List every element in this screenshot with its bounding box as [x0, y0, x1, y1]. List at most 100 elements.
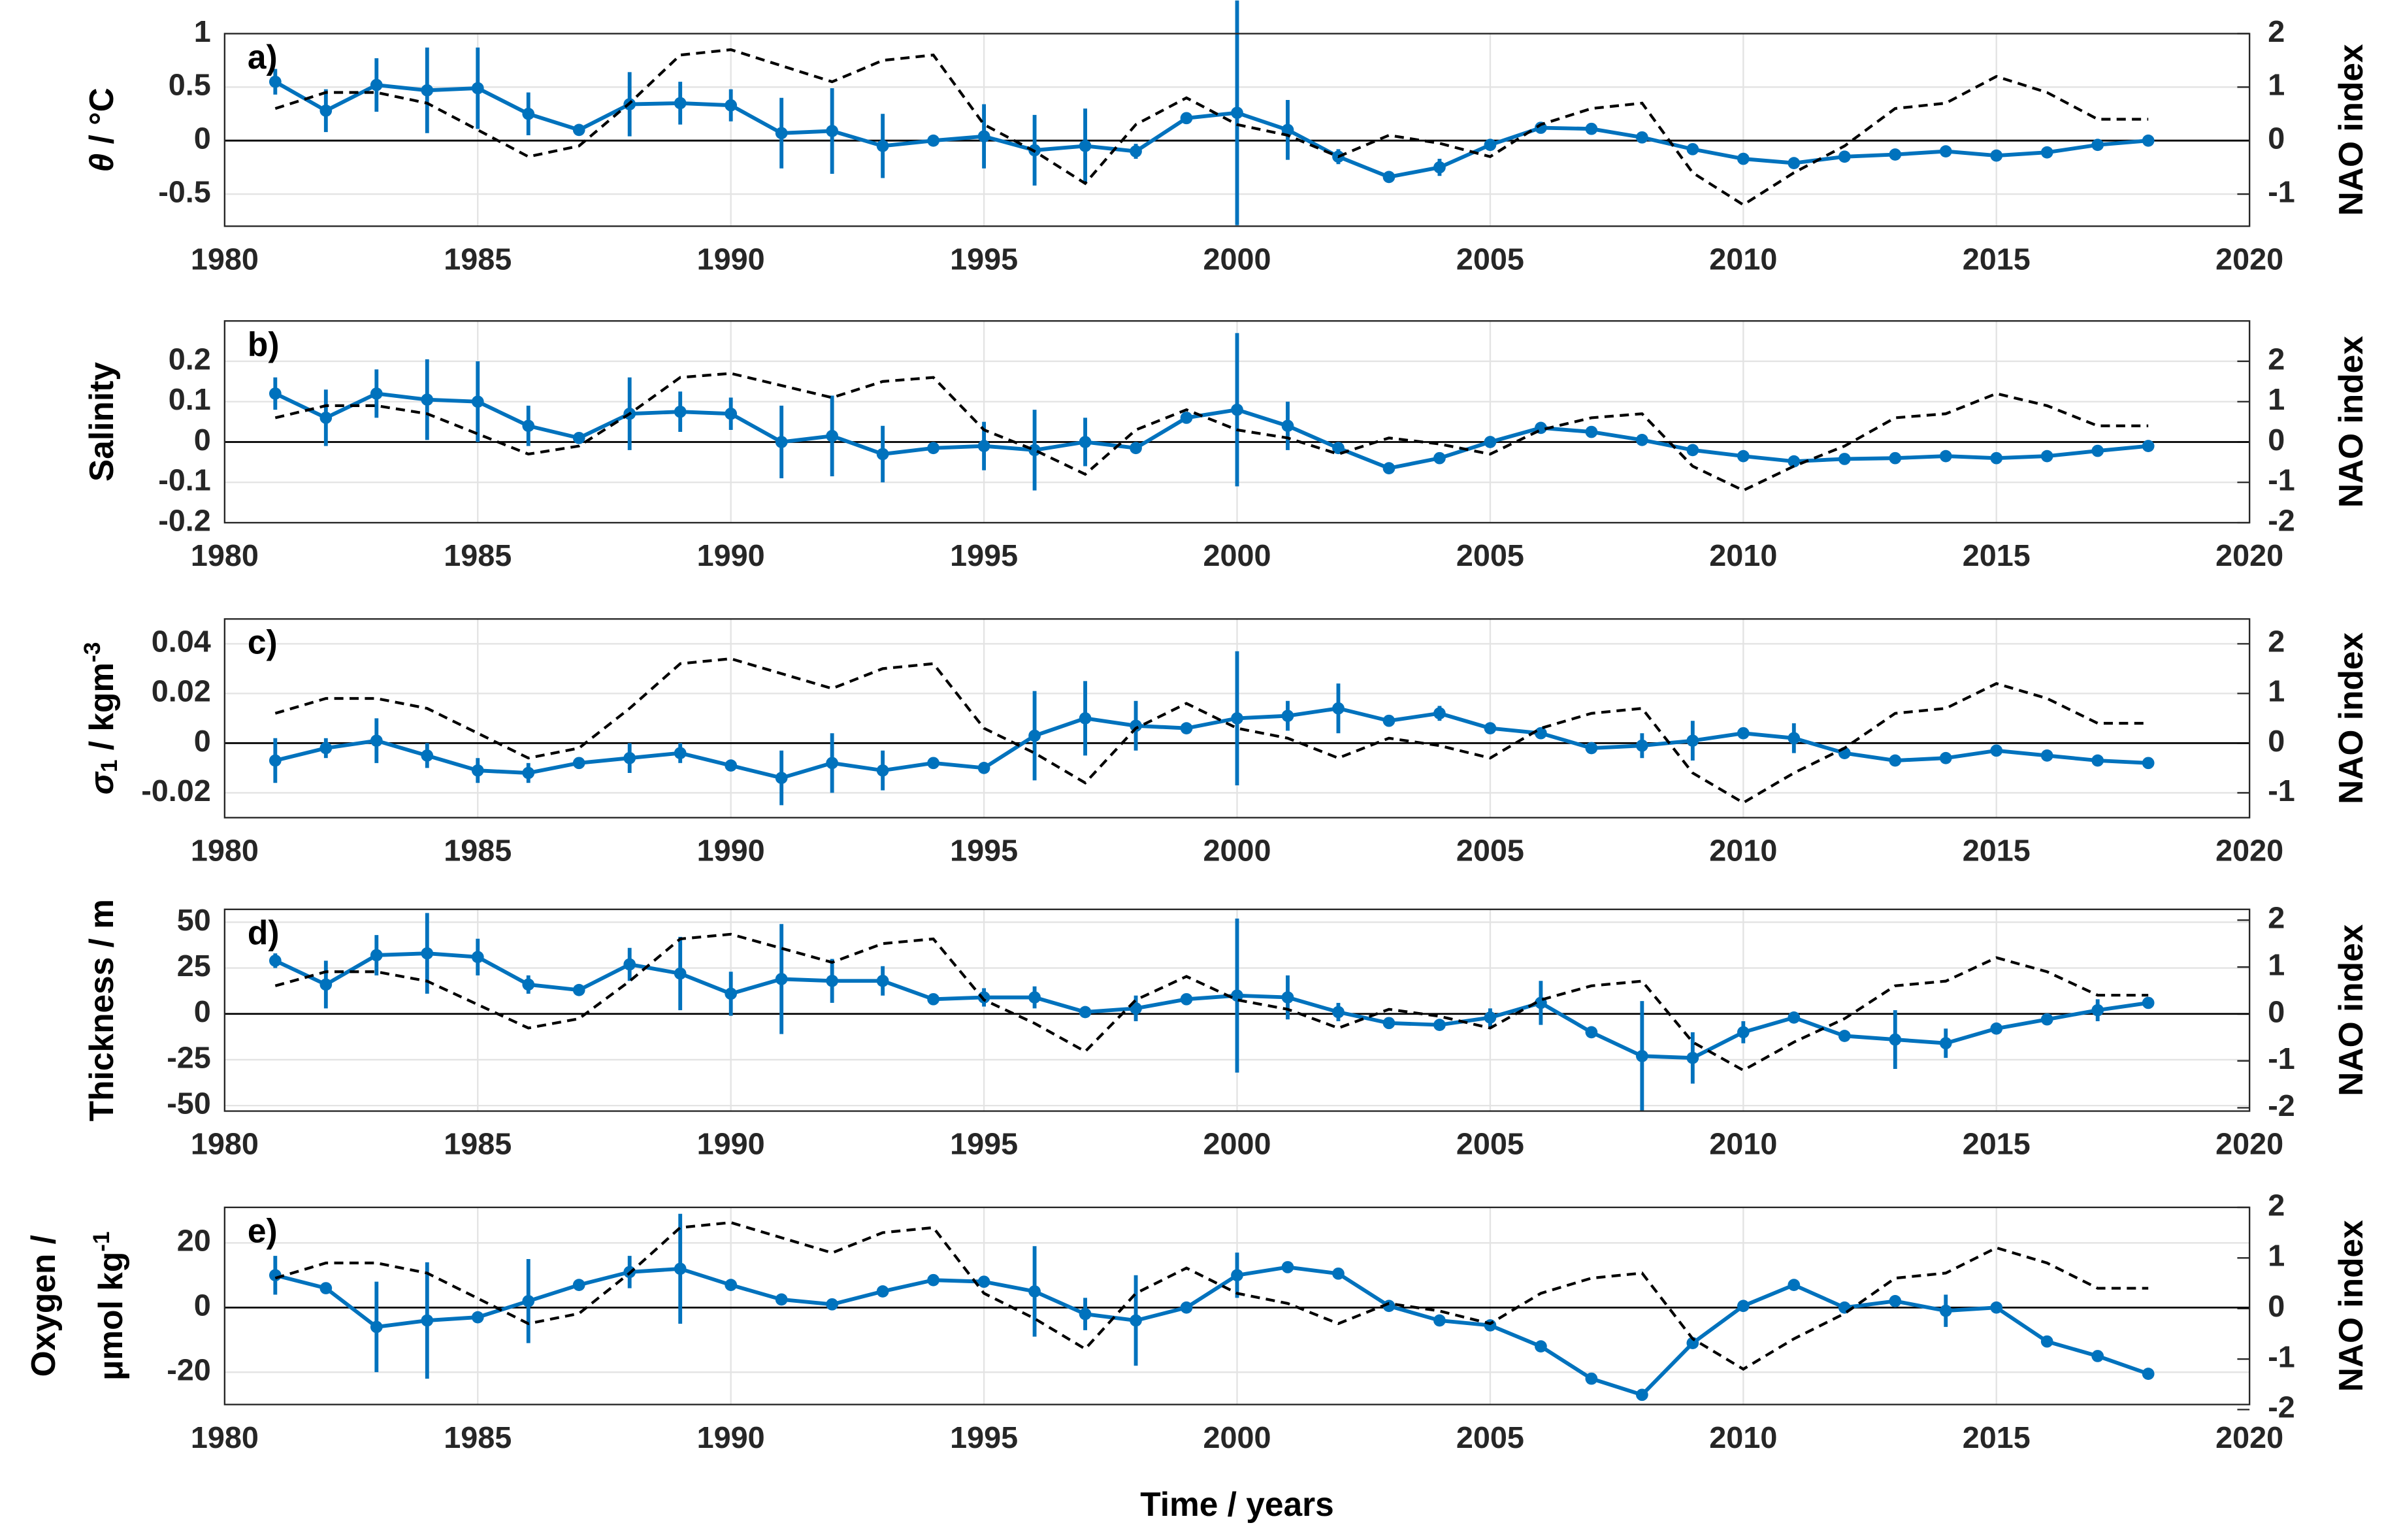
- y-tick-label: 50: [177, 903, 211, 937]
- x-tick-label: 2010: [1709, 1420, 1777, 1454]
- data-point: [1788, 1279, 1801, 1291]
- x-tick-label: 1980: [191, 1420, 259, 1454]
- x-tick-label: 2000: [1203, 242, 1271, 276]
- data-point: [1130, 1002, 1142, 1015]
- x-tick-label: 1980: [191, 242, 259, 276]
- data-point: [370, 387, 383, 400]
- data-point: [1433, 451, 1446, 465]
- data-point: [775, 1293, 788, 1306]
- label-part: Thickness / m: [82, 899, 120, 1121]
- data-point: [1990, 451, 2003, 465]
- y-tick-label: 0.04: [152, 625, 211, 659]
- x-tick-label: 1985: [444, 242, 512, 276]
- data-point: [269, 1269, 282, 1282]
- data-point: [977, 991, 990, 1004]
- nao-line: [274, 48, 2149, 206]
- x-tick-label: 1990: [697, 538, 765, 572]
- panel: 1980 1985 1990 1995 2000 2005 2010 2015 2020-0.0…: [80, 618, 2370, 868]
- y2-tick-label: -1: [2268, 463, 2295, 497]
- y-tick-label: 0.1: [169, 382, 211, 416]
- data-point: [1484, 1011, 1497, 1024]
- data-point: [775, 973, 788, 985]
- data-point: [927, 992, 939, 1006]
- data-point: [1079, 436, 1092, 448]
- x-tick-label: 2015: [1963, 1420, 2031, 1454]
- nao-line: [274, 657, 2149, 805]
- x-tick-label: 2020: [2215, 1420, 2283, 1454]
- x-tick-label: 2010: [1709, 242, 1777, 276]
- x-tick-label: 1985: [444, 1127, 512, 1161]
- data-point: [1382, 714, 1396, 727]
- data-point: [876, 140, 889, 152]
- data-point: [1433, 1019, 1446, 1031]
- data-point: [775, 127, 788, 140]
- x-tick-label: 1980: [191, 1127, 259, 1161]
- x-axis-label: Time / years: [1140, 1485, 1334, 1523]
- data-point: [2142, 134, 2155, 147]
- data-point: [1231, 989, 1243, 1002]
- data-point: [1737, 152, 1750, 165]
- data-point: [927, 442, 939, 455]
- y-tick-label: -0.1: [158, 463, 211, 497]
- data-point: [471, 764, 484, 777]
- data-point: [1382, 1017, 1396, 1030]
- data-point: [1180, 1301, 1193, 1314]
- y-tick-label: 0.02: [152, 674, 211, 708]
- data-point: [572, 123, 585, 137]
- data-point: [1231, 1269, 1243, 1282]
- y-tick-label: 0: [194, 1288, 211, 1322]
- y2-axis-label: NAO index: [2332, 44, 2370, 216]
- x-tick-label: 1990: [697, 1127, 765, 1161]
- data-point: [876, 448, 889, 461]
- y-axis-label: σ1 / kgm-3: [80, 642, 122, 795]
- x-tick-label: 2020: [2215, 834, 2283, 868]
- data-point: [1281, 419, 1294, 433]
- data-point: [522, 107, 535, 120]
- data-point: [1939, 1037, 1952, 1050]
- y-tick-label: 0: [194, 994, 211, 1028]
- data-point: [1332, 1267, 1345, 1280]
- data-point: [1433, 1314, 1446, 1327]
- data-point: [1433, 707, 1446, 720]
- x-tick-label: 1995: [950, 242, 1018, 276]
- data-point: [725, 759, 738, 772]
- y-axis-label: θ / °C: [82, 88, 120, 172]
- x-tick-label: 2020: [2215, 538, 2283, 572]
- y2-tick-label: 1: [2268, 382, 2285, 416]
- data-point: [2091, 754, 2104, 767]
- y-tick-label: -20: [167, 1353, 211, 1387]
- x-tick-label: 2005: [1456, 834, 1524, 868]
- x-tick-label: 2015: [1963, 242, 2031, 276]
- x-tick-label: 2015: [1963, 538, 2031, 572]
- x-tick-label: 2000: [1203, 538, 1271, 572]
- data-point: [977, 1275, 990, 1288]
- data-point: [876, 974, 889, 987]
- data-point: [927, 1273, 939, 1286]
- data-point: [1231, 712, 1243, 725]
- nao-line: [274, 932, 2149, 1072]
- data-line: [274, 951, 2149, 1060]
- data-point: [2040, 749, 2053, 762]
- data-point: [1636, 1388, 1648, 1401]
- x-tick-label: 2020: [2215, 242, 2283, 276]
- data-point: [2142, 757, 2155, 770]
- data-point: [421, 393, 434, 406]
- panel-label: d): [248, 913, 280, 951]
- y-tick-label: 0: [194, 423, 211, 457]
- data-point: [1079, 1006, 1092, 1019]
- data-point: [876, 1285, 889, 1298]
- y2-tick-label: 0: [2268, 724, 2285, 758]
- data-line: [274, 80, 2149, 179]
- data-point: [421, 84, 434, 97]
- plot-frame: [223, 908, 2251, 1112]
- data-point: [2091, 444, 2104, 457]
- data-point: [1180, 112, 1193, 125]
- data-point: [1028, 991, 1041, 1004]
- data-point: [826, 125, 838, 137]
- data-point: [1281, 1261, 1294, 1273]
- data-point: [1382, 171, 1396, 184]
- panel-label: a): [248, 38, 278, 76]
- data-line: [274, 1265, 2149, 1398]
- label-part: / °C: [82, 88, 120, 154]
